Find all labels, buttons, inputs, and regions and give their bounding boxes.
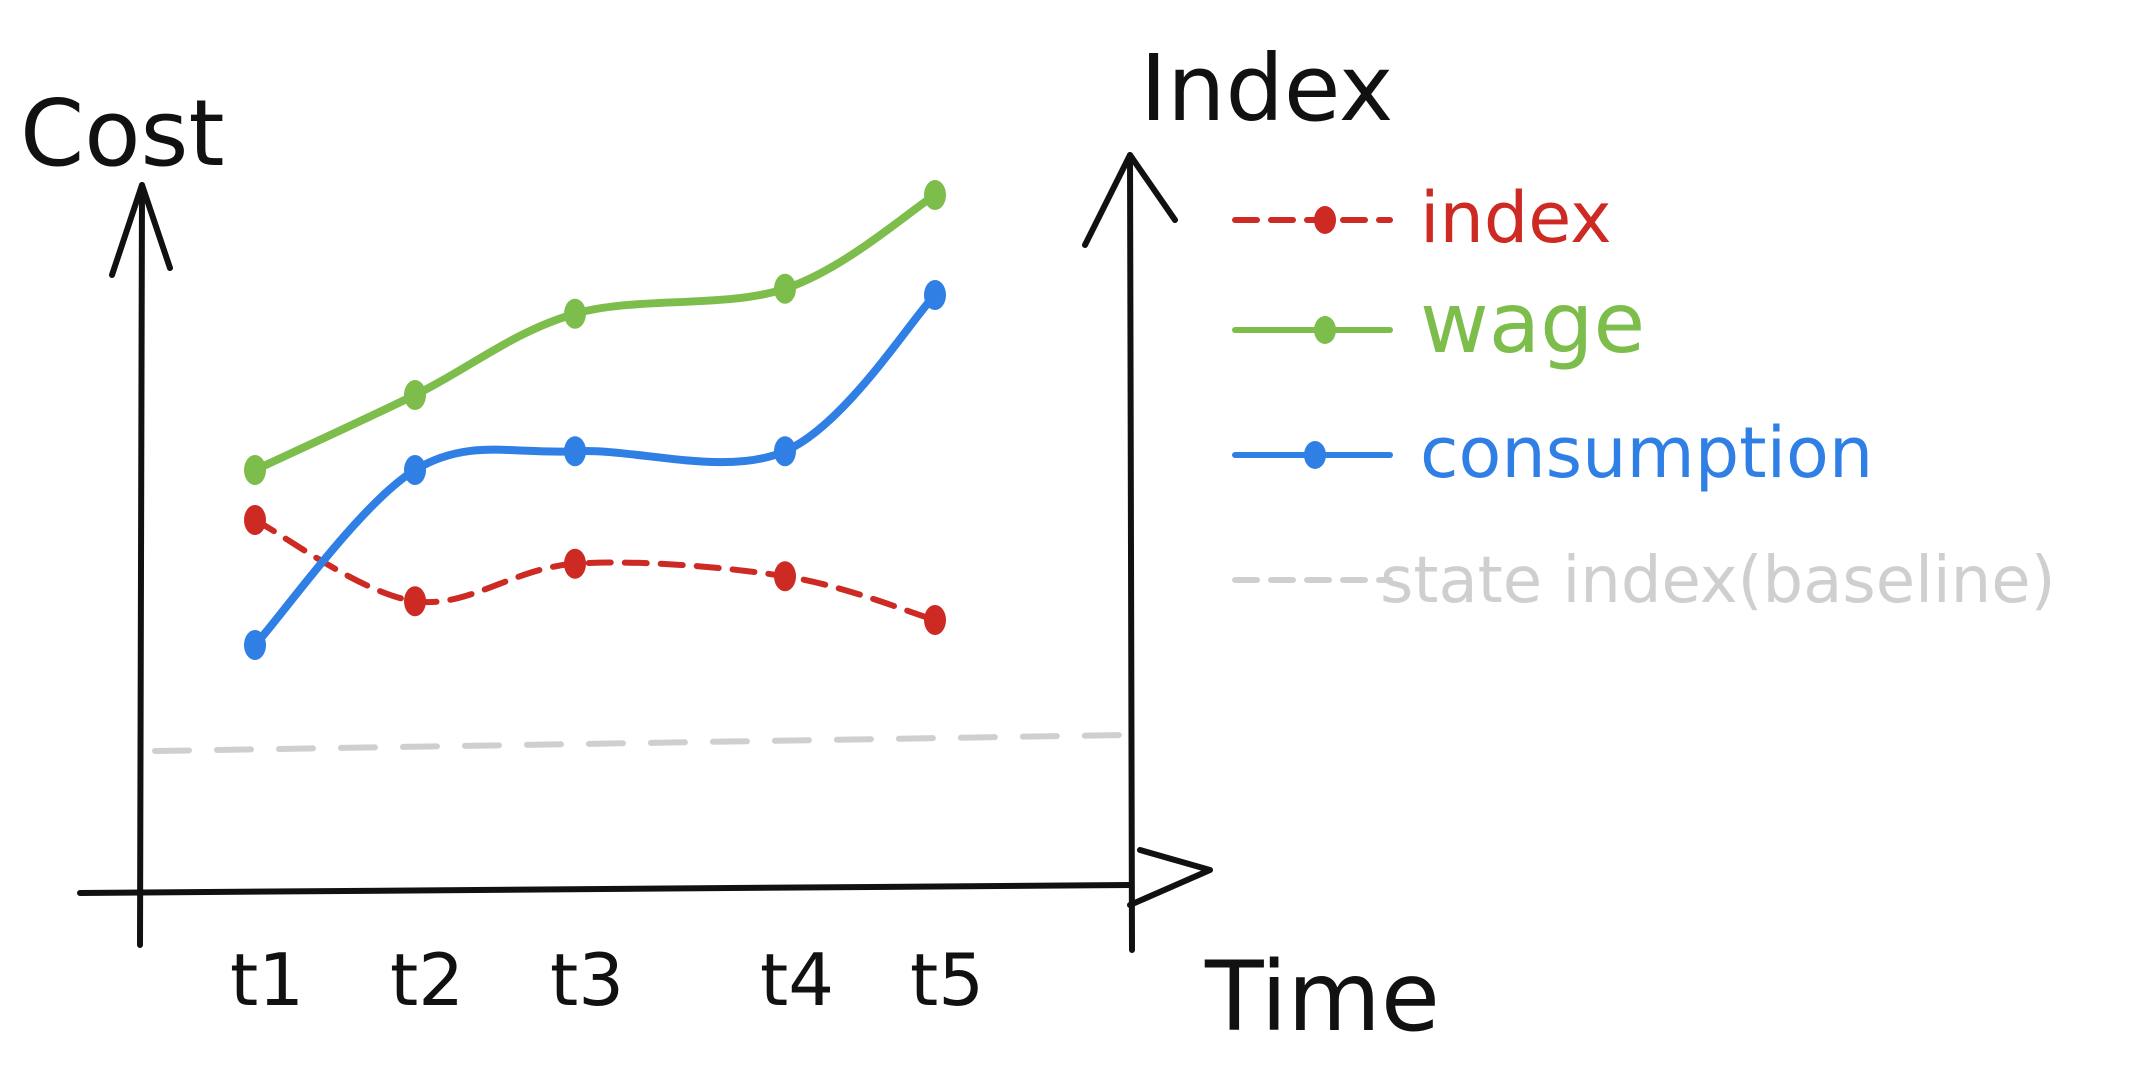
series-markers [244, 180, 946, 660]
series-line-consumption [251, 291, 939, 649]
data-point-index [774, 561, 796, 592]
legend-marker-consumption [1304, 441, 1326, 469]
series-lines [251, 191, 939, 649]
baseline-series [152, 732, 1128, 754]
data-point-wage [924, 180, 946, 210]
data-point-consumption [564, 436, 586, 467]
x-tick-label: t2 [390, 938, 464, 1022]
left-y-axis-arrow [109, 182, 173, 278]
legend: index wage consumption state index(baseline… [1232, 177, 2056, 618]
data-point-index [924, 605, 946, 635]
right-y-axis [1127, 152, 1135, 953]
data-point-consumption [924, 280, 946, 310]
x-tick-label: t4 [760, 938, 834, 1022]
data-point-index [404, 586, 426, 617]
data-point-wage [244, 455, 266, 485]
x-tick-label: t3 [550, 938, 624, 1022]
data-point-wage [404, 380, 426, 410]
data-point-consumption [774, 436, 796, 467]
series-line-state-index-baseline [152, 732, 1128, 754]
legend-label-state-index-baseline: state index(baseline) [1380, 544, 2056, 618]
x-tick-label: t5 [910, 938, 984, 1022]
axes [77, 152, 1213, 953]
legend-marker-wage [1314, 316, 1336, 344]
legend-marker-index [1314, 206, 1336, 234]
x-tick-label: t1 [230, 938, 304, 1022]
legend-label-wage: wage [1420, 274, 1645, 372]
data-point-consumption [404, 455, 426, 485]
x-axis [77, 882, 1133, 896]
x-axis-arrow [1127, 847, 1213, 908]
data-point-consumption [244, 630, 266, 660]
data-point-wage [564, 298, 586, 329]
legend-label-consumption: consumption [1420, 412, 1873, 494]
x-tick-labels: t1 t2 t3 t4 t5 [230, 938, 984, 1022]
series-line-wage [251, 191, 939, 474]
legend-label-index: index [1420, 177, 1612, 259]
right-axis-label: Index [1140, 35, 1393, 142]
data-point-wage [774, 273, 796, 304]
data-point-index [564, 548, 586, 579]
left-y-axis [137, 182, 145, 948]
right-y-axis-arrow [1082, 152, 1178, 248]
left-axis-label: Cost [20, 80, 225, 187]
data-point-index [244, 505, 266, 535]
series-line-index [252, 517, 938, 623]
x-axis-label: Time [1204, 941, 1440, 1053]
